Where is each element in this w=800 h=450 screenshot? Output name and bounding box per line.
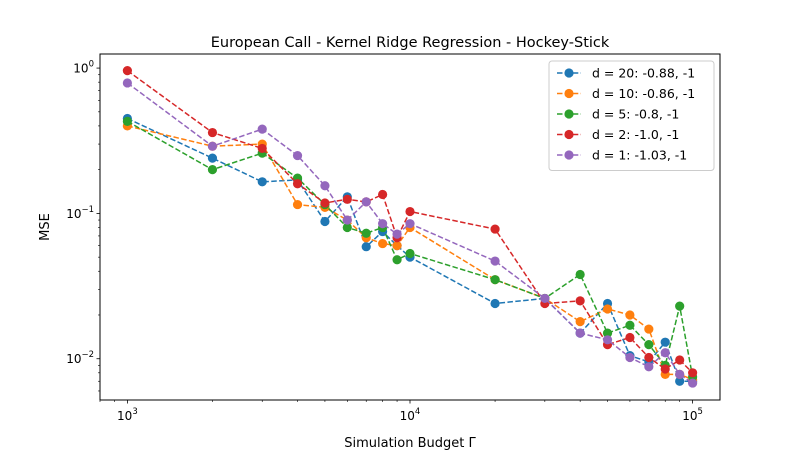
data-point: [392, 229, 402, 239]
legend-marker: [564, 129, 574, 140]
x-tick-label: 104: [400, 407, 421, 423]
data-point: [602, 304, 613, 314]
legend-marker: [564, 109, 574, 119]
data-point: [688, 368, 698, 378]
legend-marker: [564, 150, 574, 160]
legend-label: d = 2: -1.0, -1: [592, 127, 679, 142]
data-point: [405, 248, 415, 259]
data-point: [575, 317, 585, 327]
data-point: [292, 179, 303, 189]
data-point: [688, 378, 698, 388]
data-point: [292, 199, 303, 210]
data-point: [490, 256, 500, 266]
data-point: [342, 215, 352, 225]
legend-label: d = 10: -0.86, -1: [592, 86, 695, 101]
data-point: [257, 124, 267, 134]
legend-entry: d = 1: -1.03, -1: [557, 148, 687, 163]
axis-ticks: 103 104 105 10−2 10−1 100: [66, 60, 703, 423]
legend-label: d = 5: -0.8, -1: [592, 107, 679, 122]
data-point: [644, 362, 654, 372]
data-point: [625, 320, 635, 330]
data-point: [392, 255, 402, 265]
data-point: [644, 324, 654, 334]
data-point: [675, 369, 685, 380]
data-point: [392, 241, 402, 251]
series: [122, 78, 698, 388]
data-point: [122, 116, 132, 126]
legend-entry: d = 10: -0.86, -1: [557, 86, 695, 101]
legend: d = 20: -0.88, -1 d = 10: -0.86, -1 d = 5:…: [548, 60, 715, 171]
y-axis-label: MSE: [38, 213, 53, 241]
data-point: [575, 328, 585, 338]
data-point: [602, 328, 613, 338]
chart-title: European Call - Kernel Ridge Regression …: [211, 35, 610, 51]
x-tick-label: 105: [682, 407, 703, 423]
data-point: [257, 143, 267, 154]
x-tick-label: 103: [117, 407, 138, 423]
legend-box: [548, 60, 715, 171]
data-point: [660, 364, 670, 374]
data-point: [575, 269, 585, 280]
data-point: [320, 181, 330, 191]
y-tick-label: 100: [73, 60, 94, 76]
data-point: [207, 141, 218, 151]
data-point: [490, 275, 500, 285]
data-point: [320, 198, 330, 208]
data-point: [207, 127, 218, 138]
legend-label: d = 1: -1.03, -1: [592, 148, 687, 163]
data-point: [122, 78, 132, 88]
data-point: [602, 335, 613, 345]
y-tick-label: 10−2: [66, 350, 94, 366]
x-axis-label: Simulation Budget Γ: [344, 436, 476, 450]
data-point: [207, 165, 218, 175]
data-point: [675, 376, 685, 386]
data-point: [675, 301, 685, 311]
legend-marker: [564, 88, 574, 99]
data-point: [292, 150, 303, 161]
data-point: [660, 337, 670, 347]
data-point: [378, 189, 388, 200]
data-point: [361, 197, 371, 207]
data-point: [644, 340, 654, 350]
data-point: [342, 194, 352, 204]
data-point: [378, 219, 388, 229]
data-point: [625, 310, 635, 320]
legend-label: d = 20: -0.88, -1: [592, 66, 695, 81]
data-point: [625, 352, 635, 363]
data-point: [644, 352, 654, 363]
data-point: [257, 177, 267, 187]
data-point: [405, 219, 415, 229]
data-point: [575, 296, 585, 306]
data-point: [361, 228, 371, 238]
legend-entry: d = 2: -1.0, -1: [557, 127, 679, 142]
data-point: [361, 242, 371, 252]
data-point: [540, 293, 550, 304]
data-point: [405, 206, 415, 217]
data-point: [490, 224, 500, 234]
data-point: [490, 298, 500, 309]
series-layer: [122, 66, 698, 388]
data-point: [378, 238, 388, 249]
y-tick-label: 10−1: [66, 205, 94, 221]
legend-entry: d = 5: -0.8, -1: [557, 107, 679, 122]
data-point: [625, 332, 635, 343]
series: [122, 66, 698, 378]
legend-marker: [564, 68, 574, 78]
data-point: [675, 355, 685, 365]
data-point: [207, 153, 218, 163]
data-point: [660, 348, 670, 358]
data-point: [122, 66, 132, 76]
data-point: [342, 222, 352, 233]
legend-entry: d = 20: -0.88, -1: [557, 66, 695, 81]
data-point: [320, 216, 330, 227]
